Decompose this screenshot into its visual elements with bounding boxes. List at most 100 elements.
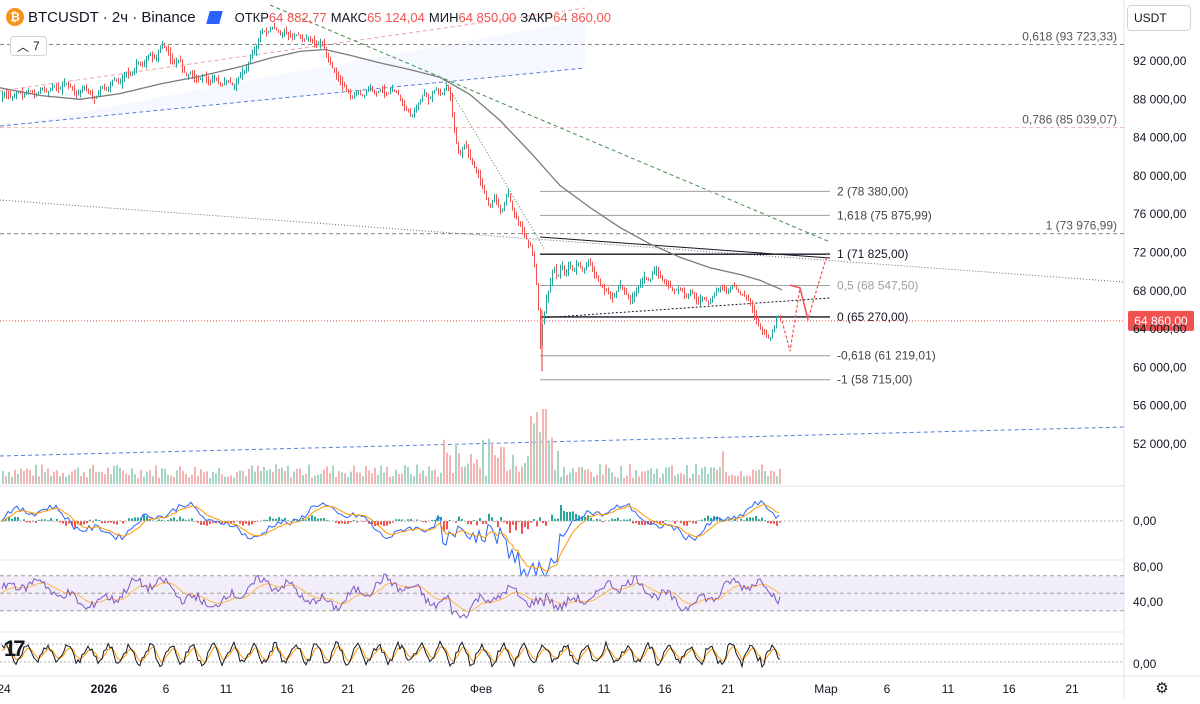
macd-bar [623, 519, 625, 521]
volume-bar [77, 467, 79, 484]
volume-bar [44, 472, 46, 484]
price-axis-tick: 84 000,00 [1133, 131, 1187, 145]
macd-bar [341, 521, 343, 524]
volume-bar [701, 468, 703, 484]
volume-bar [452, 473, 454, 484]
volume-bar [488, 438, 490, 484]
volume-bar [137, 477, 139, 484]
volume-bar [140, 469, 142, 484]
macd-bar [251, 521, 253, 525]
macd-bar [29, 521, 31, 523]
macd-bar [524, 521, 526, 528]
volume-bar [92, 464, 94, 484]
volume-bar [680, 473, 682, 484]
volume-bar [302, 475, 304, 484]
volume-bar [347, 477, 349, 484]
macd-bar [569, 511, 571, 521]
macd-bar [347, 521, 349, 524]
volume-bar [83, 471, 85, 484]
macd-bar [602, 521, 604, 523]
macd-bar [56, 518, 58, 521]
volume-bar [728, 475, 730, 484]
macd-bar [101, 521, 103, 524]
volume-bar [479, 467, 481, 484]
volume-bar [227, 476, 229, 484]
macd-bar [443, 521, 445, 532]
volume-bar [476, 459, 478, 484]
macd-bar [749, 517, 751, 521]
macd-bar [206, 521, 208, 526]
trend-channel-fill [0, 20, 585, 128]
volume-bar [596, 474, 598, 484]
macd-bar [740, 518, 742, 521]
volume-bar [554, 469, 556, 484]
macd-bar [371, 521, 373, 525]
close-label: ЗАКР [520, 9, 554, 25]
volume-bar [425, 476, 427, 484]
macd-bar [629, 519, 631, 521]
volume-bar [158, 477, 160, 484]
volume-bar [311, 477, 313, 484]
macd-bar [455, 521, 457, 523]
volume-bar [761, 464, 763, 484]
volume-bar [80, 476, 82, 484]
macd-bar [263, 519, 265, 521]
time-axis-tick: Мар [814, 682, 838, 696]
price-axis-tick: 60 000,00 [1133, 360, 1187, 374]
macd-bar [26, 521, 28, 523]
volume-bar [203, 472, 205, 484]
macd-bar [266, 519, 268, 521]
volume-bar [440, 472, 442, 484]
macd-bar [494, 521, 496, 522]
macd-bar [191, 518, 193, 521]
volume-bar [407, 466, 409, 484]
volume-bar [767, 475, 769, 484]
volume-bar [416, 464, 418, 484]
macd-bar [131, 518, 133, 521]
volume-bar [704, 466, 706, 484]
symbol-title[interactable]: BTCUSDT · 2ч · Binance [28, 8, 196, 26]
volume-bar [392, 476, 394, 484]
volume-bar [539, 431, 541, 484]
volume-bar [242, 470, 244, 484]
volume-bar [449, 455, 451, 484]
symbol-header: ₿ BTCUSDT · 2ч · Binance ОТКР 64 882,77 … [0, 0, 613, 34]
volume-bar [278, 468, 280, 484]
volume-bar [89, 468, 91, 484]
indicators-collapse-button[interactable]: ︿ 7 [10, 36, 47, 56]
macd-bar [488, 513, 490, 521]
macd-bar [146, 516, 148, 521]
volume-bar [773, 471, 775, 484]
volume-bar [62, 473, 64, 484]
macd-bar [467, 521, 469, 524]
osc-axis-tick: 0,00 [1133, 657, 1157, 671]
fib-ext-label: 0,786 (85 039,07) [1022, 113, 1117, 127]
macd-bar [344, 521, 346, 524]
macd-bar [203, 521, 205, 525]
volume-bar [428, 466, 430, 484]
macd-bar [425, 521, 427, 523]
macd-bar [356, 521, 358, 523]
volume-bar [380, 465, 382, 484]
macd-bar [398, 519, 400, 521]
rsi-axis-tick: 80,00 [1133, 560, 1163, 574]
macd-bar [509, 521, 511, 533]
macd-bar [239, 521, 241, 524]
currency-selector[interactable]: USDT [1127, 5, 1191, 31]
low-label: МИН [428, 9, 459, 25]
time-axis-tick: 26 [401, 682, 415, 696]
volume-bar [95, 471, 97, 484]
macd-bar [173, 517, 175, 521]
macd-bar [515, 521, 517, 531]
macd-bar [41, 519, 43, 521]
volume-bar [68, 474, 70, 484]
volume-bar [401, 473, 403, 484]
volume-bar [344, 473, 346, 484]
time-axis-tick: 21 [721, 682, 735, 696]
macd-bar [491, 517, 493, 521]
volume-bar [437, 476, 439, 484]
time-axis-tick: 16 [1002, 682, 1016, 696]
price-axis-tick: 68 000,00 [1133, 284, 1187, 298]
gear-icon[interactable]: ⚙ [1155, 680, 1169, 697]
